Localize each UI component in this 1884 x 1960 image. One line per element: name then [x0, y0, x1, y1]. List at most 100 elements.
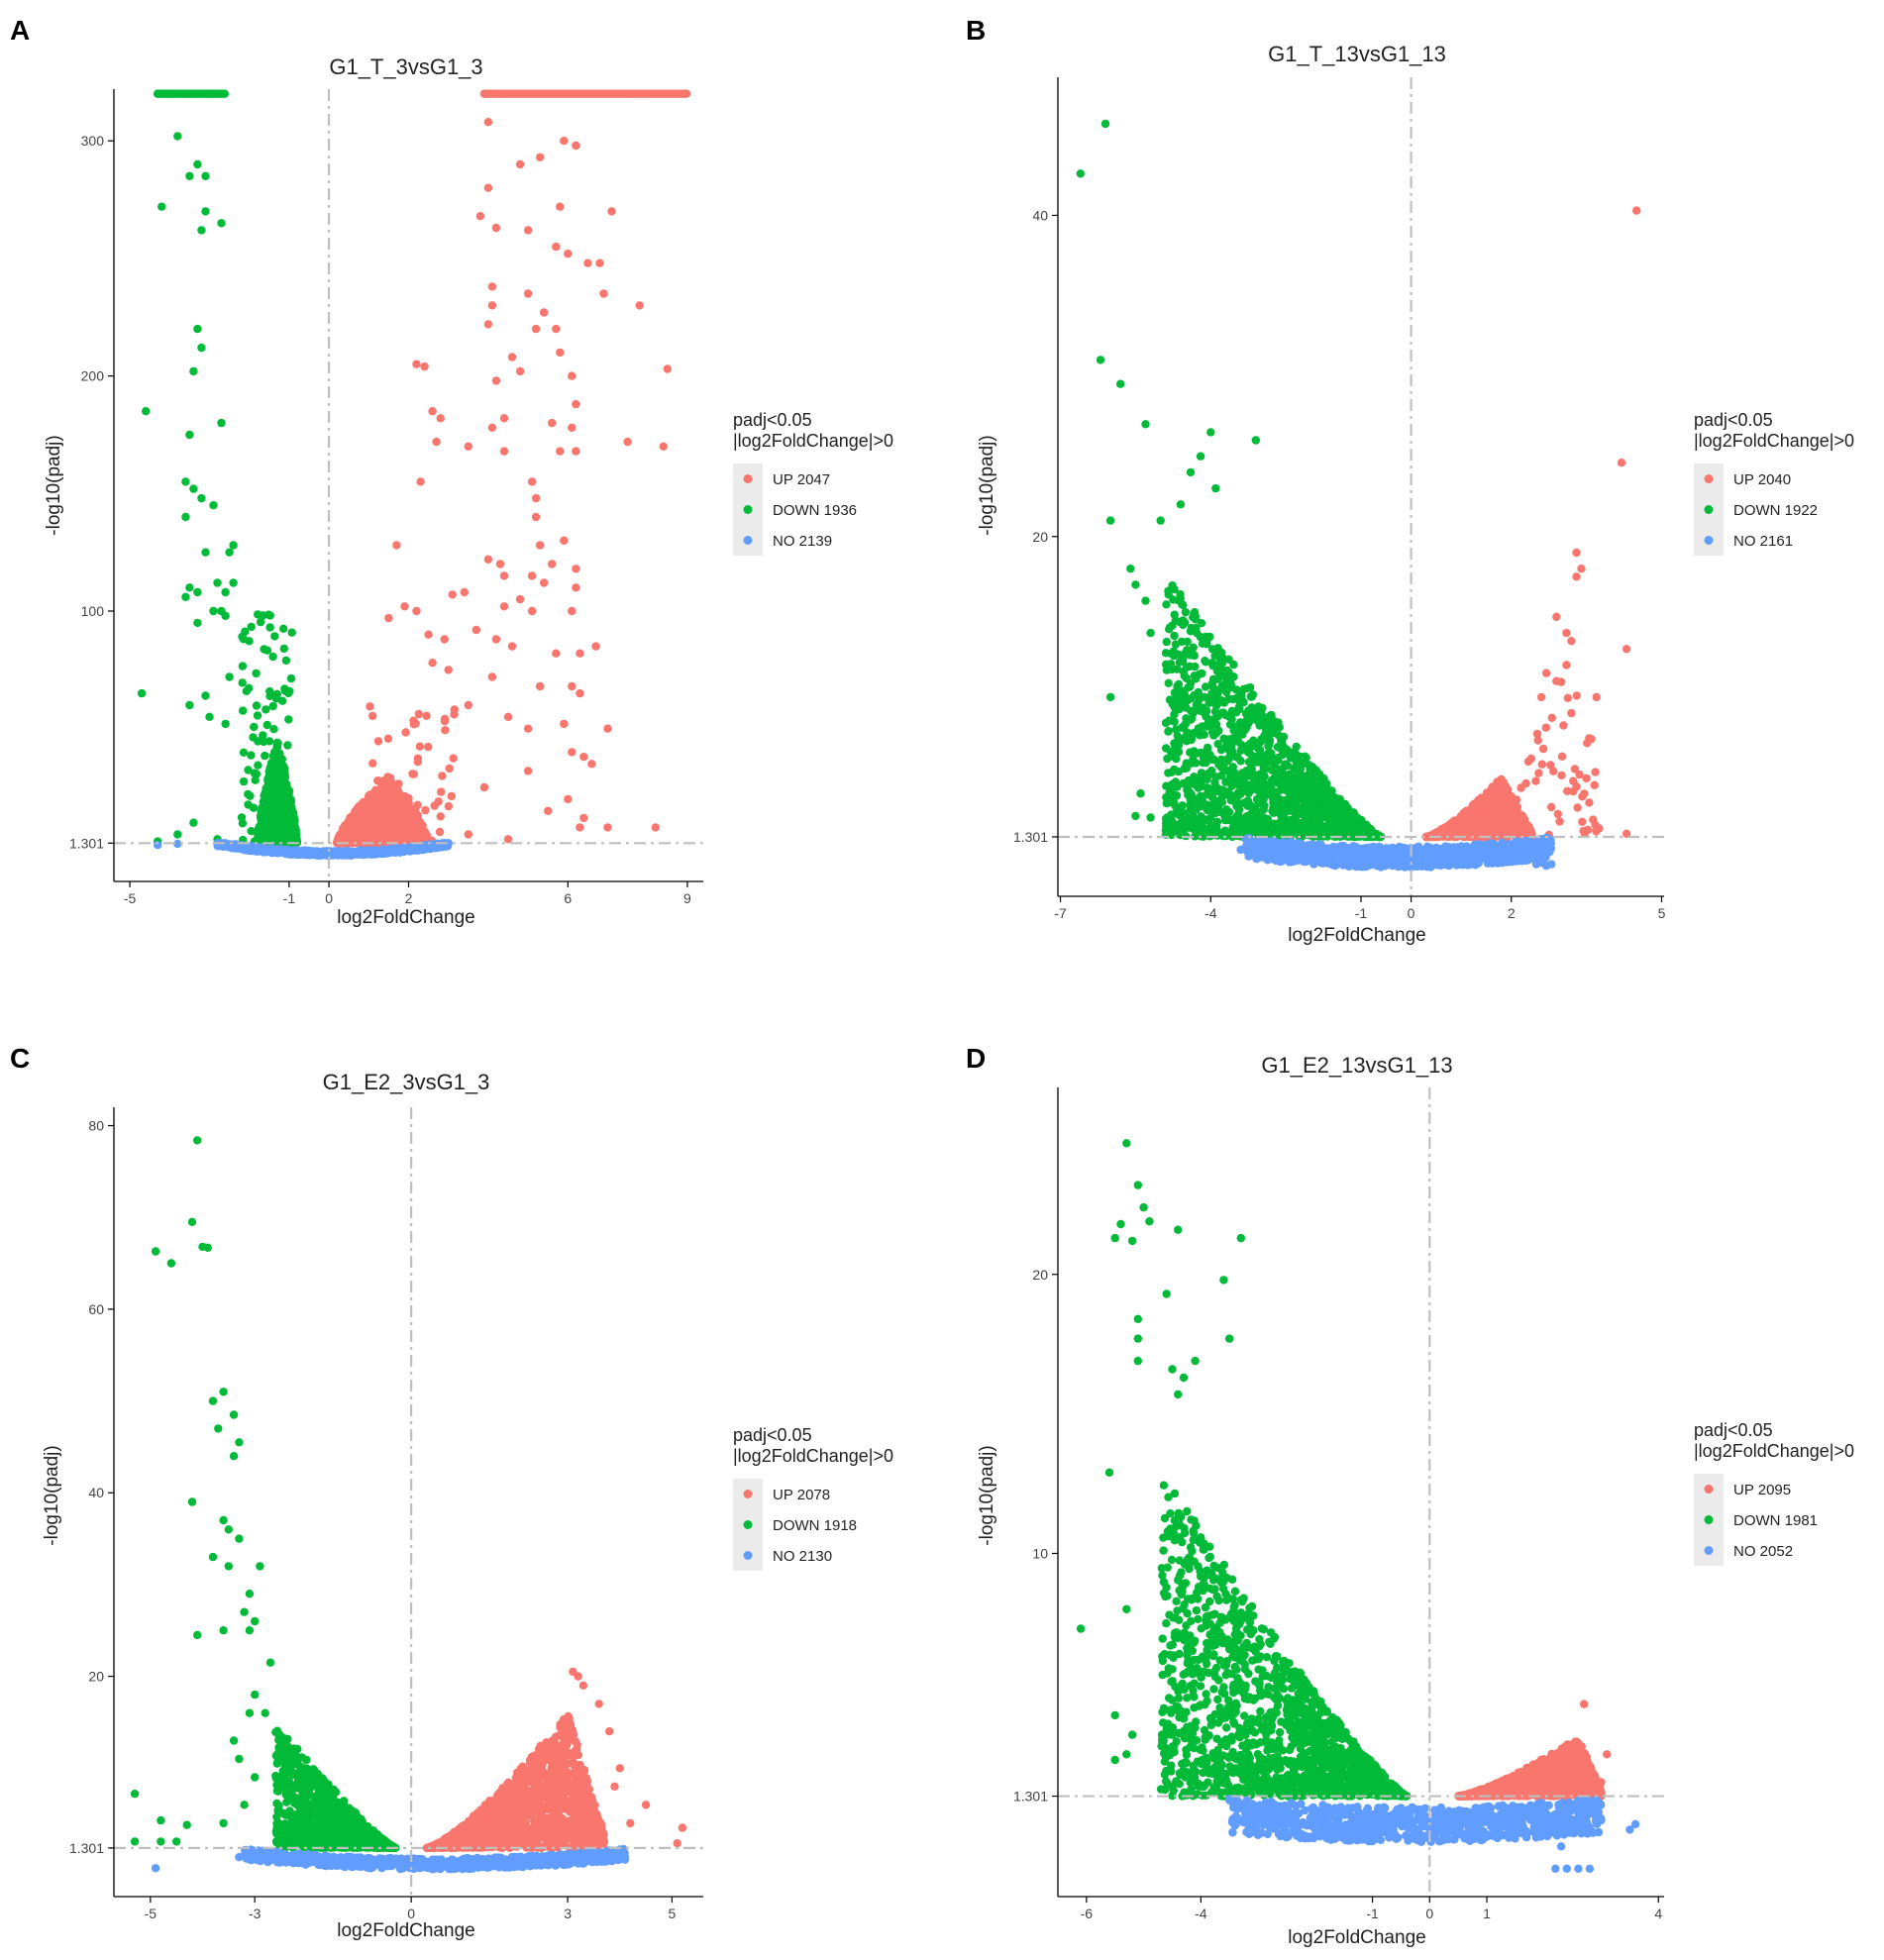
point — [1572, 691, 1582, 700]
point — [1219, 766, 1229, 774]
point — [1514, 810, 1522, 819]
point — [560, 719, 569, 729]
point — [1552, 612, 1561, 621]
point — [523, 289, 533, 298]
point — [367, 829, 376, 838]
point — [487, 423, 497, 432]
point — [548, 418, 557, 428]
point — [286, 673, 296, 683]
point — [436, 812, 445, 821]
point — [1582, 774, 1591, 783]
point — [252, 669, 261, 678]
point — [181, 477, 190, 486]
point — [445, 764, 454, 774]
point — [572, 583, 580, 592]
point — [250, 722, 259, 732]
point — [279, 624, 288, 633]
point — [540, 578, 549, 587]
point — [387, 779, 396, 789]
point — [409, 716, 418, 725]
series-down — [1076, 119, 1386, 842]
point — [259, 822, 267, 831]
point — [576, 823, 584, 832]
point — [1563, 693, 1573, 702]
point — [449, 754, 458, 763]
point — [1585, 734, 1594, 743]
point — [289, 811, 298, 821]
point — [383, 734, 393, 743]
point — [412, 606, 421, 616]
point — [253, 827, 262, 836]
point — [252, 701, 262, 710]
point — [1169, 716, 1178, 726]
point — [416, 477, 425, 486]
point — [268, 652, 277, 662]
point — [271, 752, 280, 762]
point — [447, 791, 456, 801]
point — [1460, 819, 1470, 829]
point — [268, 701, 277, 711]
point — [266, 767, 275, 776]
point — [576, 649, 584, 658]
point — [238, 662, 248, 671]
legend-marker — [743, 505, 753, 514]
x-tick-label: 0 — [325, 890, 333, 906]
point — [283, 741, 292, 750]
point — [1186, 800, 1195, 809]
point — [1592, 692, 1601, 702]
point — [247, 751, 256, 760]
plot-title: G1_T_13vsG1_13 — [1268, 42, 1446, 66]
point — [256, 617, 265, 627]
point — [1498, 822, 1507, 832]
point — [377, 802, 386, 811]
point — [189, 484, 198, 493]
point — [495, 560, 505, 568]
point — [396, 816, 405, 826]
point — [560, 536, 569, 545]
point — [280, 684, 289, 693]
point — [1491, 785, 1500, 794]
point — [357, 819, 366, 828]
point — [366, 848, 375, 857]
x-tick-label: 9 — [683, 890, 691, 906]
point — [239, 748, 249, 757]
point — [576, 688, 584, 698]
legend-marker — [743, 474, 753, 483]
point — [282, 789, 291, 799]
point — [1501, 793, 1510, 802]
point — [483, 320, 493, 329]
point — [515, 159, 525, 169]
point — [193, 618, 202, 628]
point — [413, 811, 423, 820]
point — [568, 606, 576, 616]
point — [531, 493, 541, 503]
point — [659, 442, 668, 451]
point — [253, 711, 262, 720]
point — [181, 592, 190, 601]
point — [428, 407, 437, 416]
point — [391, 848, 400, 857]
point — [444, 801, 453, 811]
point — [259, 737, 268, 747]
point — [1224, 655, 1233, 664]
point — [282, 848, 291, 857]
point — [201, 691, 210, 700]
point — [358, 806, 367, 815]
point — [1181, 607, 1191, 617]
point — [157, 202, 166, 211]
point — [1569, 776, 1578, 785]
point — [548, 560, 557, 568]
panel-letter: A — [10, 15, 30, 46]
point — [1536, 692, 1546, 702]
point — [1562, 661, 1571, 670]
point — [254, 761, 262, 770]
point — [193, 159, 202, 169]
point — [373, 737, 383, 746]
point — [392, 541, 401, 550]
point — [239, 776, 249, 786]
point — [1557, 771, 1566, 780]
point — [587, 760, 596, 769]
point — [1617, 459, 1626, 467]
point — [272, 743, 281, 752]
point — [440, 716, 450, 726]
